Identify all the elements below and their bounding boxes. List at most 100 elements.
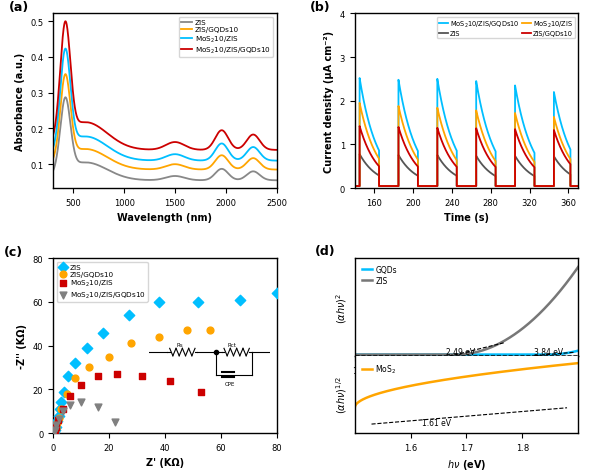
ZIS/GQDs10 [372, 160, 379, 166]
MoS$_2$10/ZIS/GQDs10 [523, 131, 530, 137]
MoS$_2$10/ZIS [50, 426, 60, 434]
ZIS [54, 412, 63, 419]
GQDs [487, 352, 494, 358]
ZIS/GQDs10 [203, 166, 210, 172]
X-axis label: Wavelength (nm): Wavelength (nm) [117, 213, 212, 223]
ZIS/GQDs10 [486, 157, 493, 163]
MoS$_2$10/ZIS [228, 153, 235, 159]
ZIS [351, 184, 358, 189]
ZIS [481, 347, 488, 353]
MoS$_2$ [580, 360, 587, 366]
ZIS/GQDs10 [575, 184, 582, 189]
MoS$_2$10/ZIS/GQDs10 [273, 148, 280, 153]
ZIS [140, 178, 148, 183]
ZIS/GQDs10 [71, 375, 80, 382]
MoS$_2$ [478, 372, 485, 377]
MoS$_2$10/ZIS/GQDs10 [148, 147, 155, 153]
Y-axis label: Absorbance (a.u.): Absorbance (a.u.) [15, 52, 25, 150]
MoS$_2$10/ZIS/GQDs10 [49, 428, 58, 436]
ZIS/GQDs10 [481, 148, 488, 154]
Text: (b): (b) [310, 1, 330, 14]
Legend: MoS$_2$10/ZIS/GQDs10, ZIS, MoS$_2$10/ZIS, ZIS/GQDs10: MoS$_2$10/ZIS/GQDs10, ZIS, MoS$_2$10/ZIS… [437, 18, 575, 39]
ZIS/GQDs10 [127, 340, 136, 347]
MoS$_2$10/ZIS/GQDs10 [224, 135, 231, 140]
MoS$_2$10/ZIS [93, 373, 103, 380]
MoS$_2$10/ZIS [481, 137, 488, 143]
ZIS/GQDs10 [50, 426, 60, 434]
MoS$_2$10/ZIS [73, 127, 80, 133]
MoS$_2$10/ZIS/GQDs10 [140, 147, 148, 153]
ZIS [55, 406, 65, 413]
MoS$_2$10/ZIS/GQDs10 [575, 184, 582, 189]
MoS$_2$10/ZIS [76, 381, 86, 389]
MoS$_2$10/ZIS/GQDs10 [50, 426, 60, 434]
MoS$_2$10/ZIS [54, 416, 63, 424]
ZIS [49, 428, 58, 436]
Line: ZIS: ZIS [355, 268, 578, 355]
MoS$_2$ [491, 370, 498, 376]
ZIS [73, 155, 80, 160]
MoS$_2$10/ZIS [113, 370, 122, 378]
MoS$_2$10/ZIS [486, 149, 493, 155]
GQDs [351, 352, 358, 358]
MoS$_2$10/ZIS/GQDs10 [356, 76, 363, 82]
MoS$_2$10/ZIS/GQDs10 [372, 142, 379, 148]
MoS$_2$10/ZIS [137, 373, 147, 380]
Y-axis label: $({\alpha}h{\nu})^2$: $({\alpha}h{\nu})^2$ [335, 292, 349, 323]
ZIS/GQDs10 [523, 154, 530, 160]
MoS$_2$10/ZIS [575, 184, 582, 189]
ZIS [148, 178, 155, 183]
X-axis label: Time (s): Time (s) [444, 213, 489, 223]
ZIS/GQDs10 [228, 163, 235, 169]
ZIS [60, 388, 69, 396]
MoS$_2$10/ZIS [140, 158, 148, 163]
ZIS/GQDs10 [85, 364, 94, 372]
MoS$_2$10/ZIS [523, 146, 530, 151]
ZIS [521, 325, 528, 330]
ZIS [543, 303, 550, 309]
ZIS/GQDs10 [351, 184, 358, 189]
ZIS [235, 296, 245, 304]
MoS$_2$10/ZIS [273, 159, 280, 164]
ZIS/GQDs10 [273, 168, 280, 173]
ZIS/GQDs10 [49, 428, 58, 436]
MoS$_2$10/ZIS [203, 157, 210, 163]
ZIS [523, 168, 530, 174]
MoS$_2$10/ZIS/GQDs10 [65, 401, 74, 408]
MoS$_2$10/ZIS [166, 377, 175, 385]
ZIS [50, 169, 57, 174]
Line: MoS$_2$10/ZIS/GQDs10: MoS$_2$10/ZIS/GQDs10 [355, 79, 578, 187]
MoS$_2$10/ZIS [438, 124, 445, 130]
ZIS/GQDs10 [53, 419, 62, 427]
MoS$_2$10/ZIS/GQDs10 [481, 119, 488, 125]
MoS$_2$10/ZIS [351, 184, 358, 189]
ZIS [62, 95, 69, 101]
MoS$_2$ [586, 359, 590, 365]
GQDs [575, 348, 582, 354]
Legend: ZIS, ZIS/GQDs10, MoS$_2$10/ZIS, MoS$_2$10/ZIS/GQDs10: ZIS, ZIS/GQDs10, MoS$_2$10/ZIS, MoS$_2$1… [179, 18, 273, 58]
ZIS [399, 159, 407, 165]
ZIS [228, 175, 235, 180]
MoS$_2$10/ZIS/GQDs10 [399, 101, 407, 107]
Legend: GQDs, ZIS: GQDs, ZIS [359, 262, 400, 288]
ZIS [53, 417, 62, 425]
Line: MoS$_2$10/ZIS: MoS$_2$10/ZIS [53, 50, 277, 161]
ZIS [575, 184, 582, 189]
Text: (d): (d) [314, 245, 335, 258]
ZIS [224, 170, 231, 176]
Line: MoS$_2$10/ZIS: MoS$_2$10/ZIS [355, 104, 578, 187]
MoS$_2$10/ZIS/GQDs10 [486, 136, 493, 141]
MoS$_2$10/ZIS [372, 151, 379, 157]
ZIS [487, 345, 494, 351]
MoS$_2$10/ZIS/GQDs10 [93, 403, 103, 411]
ZIS/GQDs10 [57, 406, 66, 413]
ZIS [57, 399, 66, 407]
MoS$_2$ [543, 364, 550, 369]
ZIS [438, 160, 445, 166]
MoS$_2$10/ZIS [51, 423, 61, 430]
ZIS [351, 352, 358, 358]
MoS$_2$10/ZIS/GQDs10 [203, 146, 210, 152]
MoS$_2$10/ZIS/GQDs10 [54, 415, 63, 423]
Y-axis label: -Z'' (KΩ): -Z'' (KΩ) [17, 323, 27, 368]
MoS$_2$ [351, 405, 358, 411]
